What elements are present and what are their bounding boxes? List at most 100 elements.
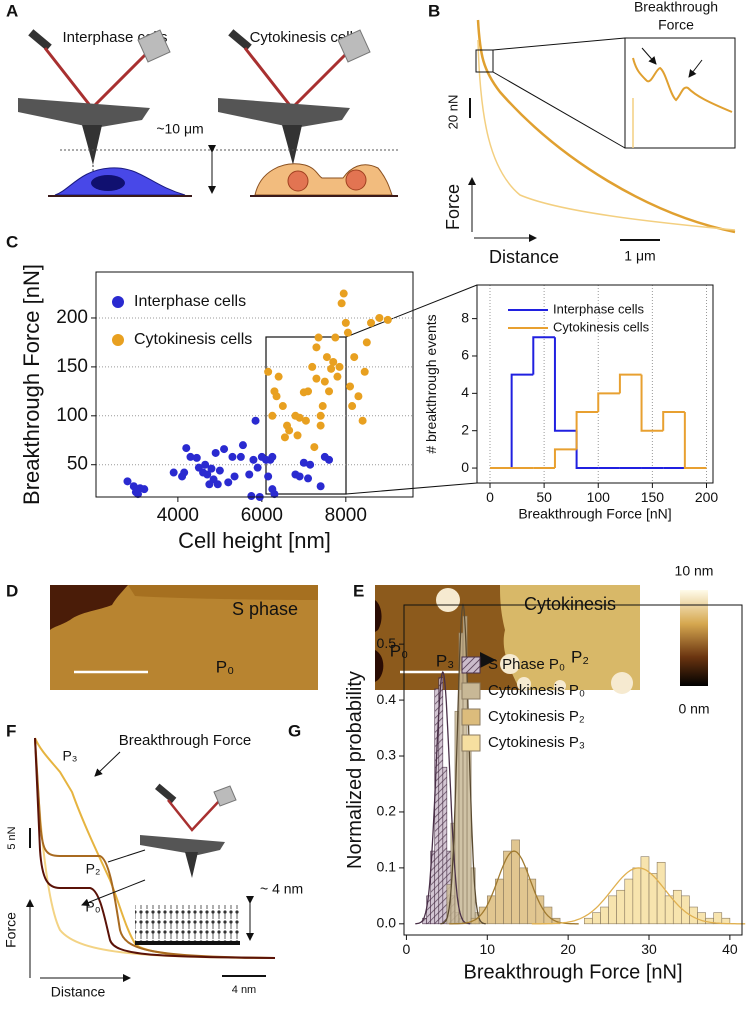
bar bbox=[656, 861, 666, 925]
point bbox=[268, 411, 277, 420]
x-tick-label: 50 bbox=[536, 489, 552, 505]
legend-marker bbox=[112, 296, 124, 308]
panel-label: A bbox=[6, 1, 18, 20]
point bbox=[346, 382, 355, 391]
fit-curve bbox=[531, 867, 746, 925]
panel-label: D bbox=[6, 581, 18, 600]
x-tick-label: 20 bbox=[560, 941, 576, 957]
plot-frame bbox=[476, 284, 714, 484]
point bbox=[354, 392, 363, 401]
point bbox=[331, 333, 340, 342]
plot-frame bbox=[403, 604, 743, 936]
point bbox=[264, 472, 273, 481]
y-axis-label: # breakthrough events bbox=[423, 314, 439, 453]
arrow bbox=[81, 879, 146, 907]
fit-curve bbox=[449, 850, 579, 925]
y-tick-label: 8 bbox=[461, 309, 469, 325]
legend-label: Cytokinesis cells bbox=[134, 331, 252, 348]
x-tick-label: 0 bbox=[403, 941, 411, 957]
x-tick-label: 10 bbox=[479, 941, 495, 957]
bar bbox=[632, 867, 642, 925]
interphase-cell bbox=[48, 167, 192, 197]
point bbox=[238, 441, 247, 450]
scale-label: 20 nN bbox=[445, 95, 460, 130]
x-tick-label: 8000 bbox=[325, 505, 367, 526]
point bbox=[201, 460, 210, 469]
x-tick-label: 150 bbox=[641, 489, 665, 505]
point bbox=[268, 452, 277, 461]
legend-label: Cytokinesis cells bbox=[553, 319, 650, 334]
step bbox=[510, 373, 534, 469]
bar bbox=[697, 912, 706, 925]
label: P₀ bbox=[216, 657, 234, 676]
point bbox=[310, 443, 319, 452]
point bbox=[274, 372, 283, 381]
point bbox=[133, 490, 142, 499]
thickness-label: ~ 4 nm bbox=[260, 881, 303, 897]
afm-probe bbox=[18, 29, 171, 180]
panel-e-image: Cytokinesis P₀ P₃ P₂ 10 nm 0 nm bbox=[375, 563, 713, 717]
zoom-line bbox=[492, 37, 626, 51]
point bbox=[295, 472, 304, 481]
panel-f: Breakthrough Force P₃ P₂ P₀ 5 nN Force D… bbox=[3, 732, 304, 1000]
label: S phase bbox=[232, 599, 298, 619]
point bbox=[249, 455, 258, 464]
annotation: Force bbox=[658, 17, 694, 33]
point bbox=[322, 353, 331, 362]
point bbox=[367, 318, 376, 327]
point bbox=[350, 353, 359, 362]
axis-label: Distance bbox=[51, 984, 106, 1000]
y-tick-label: 100 bbox=[56, 405, 88, 426]
colorbar bbox=[680, 590, 708, 686]
colorbar-label: 0 nm bbox=[678, 701, 709, 717]
legend-marker bbox=[112, 334, 124, 346]
bar bbox=[519, 867, 529, 925]
x-axis-label: Breakthrough Force [nN] bbox=[518, 506, 671, 522]
axis-label: Distance bbox=[489, 247, 559, 267]
point bbox=[312, 343, 321, 352]
step bbox=[683, 412, 707, 470]
panel-label: G bbox=[288, 721, 301, 740]
y-tick-label: 150 bbox=[56, 356, 88, 377]
bar bbox=[640, 856, 650, 925]
bar bbox=[664, 895, 674, 925]
point bbox=[325, 455, 334, 464]
membrane-probe bbox=[135, 783, 254, 945]
panel-label: E bbox=[353, 581, 364, 600]
point bbox=[316, 421, 325, 430]
zoom-line bbox=[492, 71, 626, 149]
y-tick-label: 4 bbox=[461, 384, 469, 400]
label: P₂ bbox=[571, 647, 589, 666]
legend-label: Interphase cells bbox=[134, 293, 246, 310]
x-tick-label: 200 bbox=[695, 489, 719, 505]
point bbox=[320, 377, 329, 386]
step bbox=[662, 411, 685, 431]
bar bbox=[648, 873, 658, 925]
bar bbox=[438, 677, 444, 925]
height-label: ~10 μm bbox=[156, 121, 203, 137]
point bbox=[362, 338, 371, 347]
point bbox=[224, 478, 233, 487]
legend-label: S Phase P₀ bbox=[488, 656, 565, 673]
plot-frame bbox=[95, 271, 414, 498]
curve-label: P₀ bbox=[85, 899, 100, 915]
point bbox=[182, 444, 191, 453]
axis-label: Force bbox=[443, 184, 463, 230]
point bbox=[339, 289, 348, 298]
point bbox=[220, 445, 229, 454]
point bbox=[251, 416, 260, 425]
point bbox=[211, 448, 220, 457]
point bbox=[383, 315, 392, 324]
panel-a: Interphase cells Cytokinesis cells ~10 μ… bbox=[18, 29, 400, 197]
bar bbox=[592, 912, 601, 925]
fit-curve bbox=[415, 670, 471, 925]
point bbox=[375, 313, 384, 322]
point bbox=[335, 362, 344, 371]
y-tick-label: 0.4 bbox=[377, 691, 397, 707]
bar bbox=[624, 878, 634, 925]
point bbox=[247, 492, 256, 501]
point bbox=[343, 328, 352, 337]
legend-label: Cytokinesis P₂ bbox=[488, 708, 585, 725]
point bbox=[295, 413, 304, 422]
point bbox=[285, 426, 294, 435]
